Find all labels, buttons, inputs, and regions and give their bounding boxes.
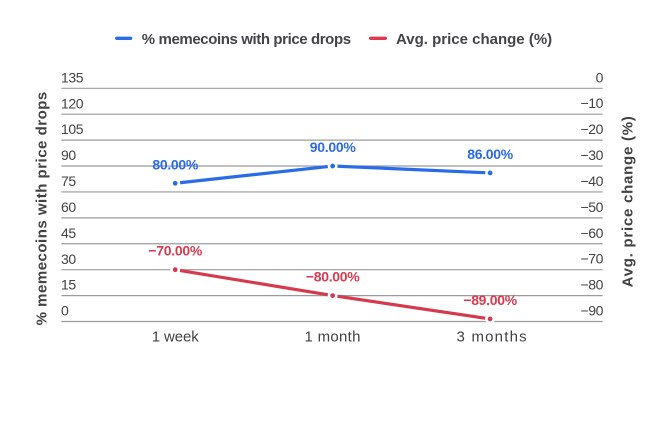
- svg-text:−40: −40: [580, 173, 603, 189]
- svg-text:120: 120: [61, 95, 84, 111]
- svg-text:1 month: 1 month: [304, 329, 360, 346]
- svg-text:90.00%: 90.00%: [310, 139, 357, 155]
- svg-text:−20: −20: [580, 121, 603, 137]
- svg-text:0: 0: [61, 303, 69, 319]
- svg-text:80.00%: 80.00%: [152, 156, 199, 172]
- svg-text:−80.00%: −80.00%: [306, 269, 360, 285]
- svg-text:Avg. price change (%): Avg. price change (%): [620, 115, 637, 287]
- svg-text:135: 135: [61, 69, 84, 85]
- svg-text:−60: −60: [580, 225, 603, 241]
- svg-text:−90: −90: [580, 303, 603, 319]
- svg-text:60: 60: [61, 199, 76, 215]
- svg-text:−30: −30: [580, 147, 603, 163]
- svg-text:86.00%: 86.00%: [467, 146, 514, 162]
- svg-text:−50: −50: [580, 199, 603, 215]
- svg-text:−70: −70: [580, 251, 603, 267]
- svg-text:30: 30: [61, 251, 76, 267]
- svg-text:−89.00%: −89.00%: [463, 292, 517, 308]
- svg-text:−80: −80: [580, 277, 603, 293]
- svg-text:−10: −10: [580, 95, 603, 111]
- svg-text:15: 15: [61, 277, 76, 293]
- svg-text:3 months: 3 months: [457, 329, 528, 346]
- svg-text:90: 90: [61, 147, 76, 163]
- svg-text:Avg. price change (%): Avg. price change (%): [396, 31, 552, 48]
- svg-text:−70.00%: −70.00%: [148, 243, 202, 259]
- svg-text:105: 105: [61, 121, 84, 137]
- svg-text:% memecoins with price drops: % memecoins with price drops: [34, 91, 51, 325]
- svg-text:45: 45: [61, 225, 76, 241]
- svg-text:75: 75: [61, 173, 76, 189]
- svg-text:0: 0: [596, 69, 604, 85]
- svg-text:1 week: 1 week: [152, 329, 200, 346]
- svg-text:% memecoins with price drops: % memecoins with price drops: [142, 31, 351, 48]
